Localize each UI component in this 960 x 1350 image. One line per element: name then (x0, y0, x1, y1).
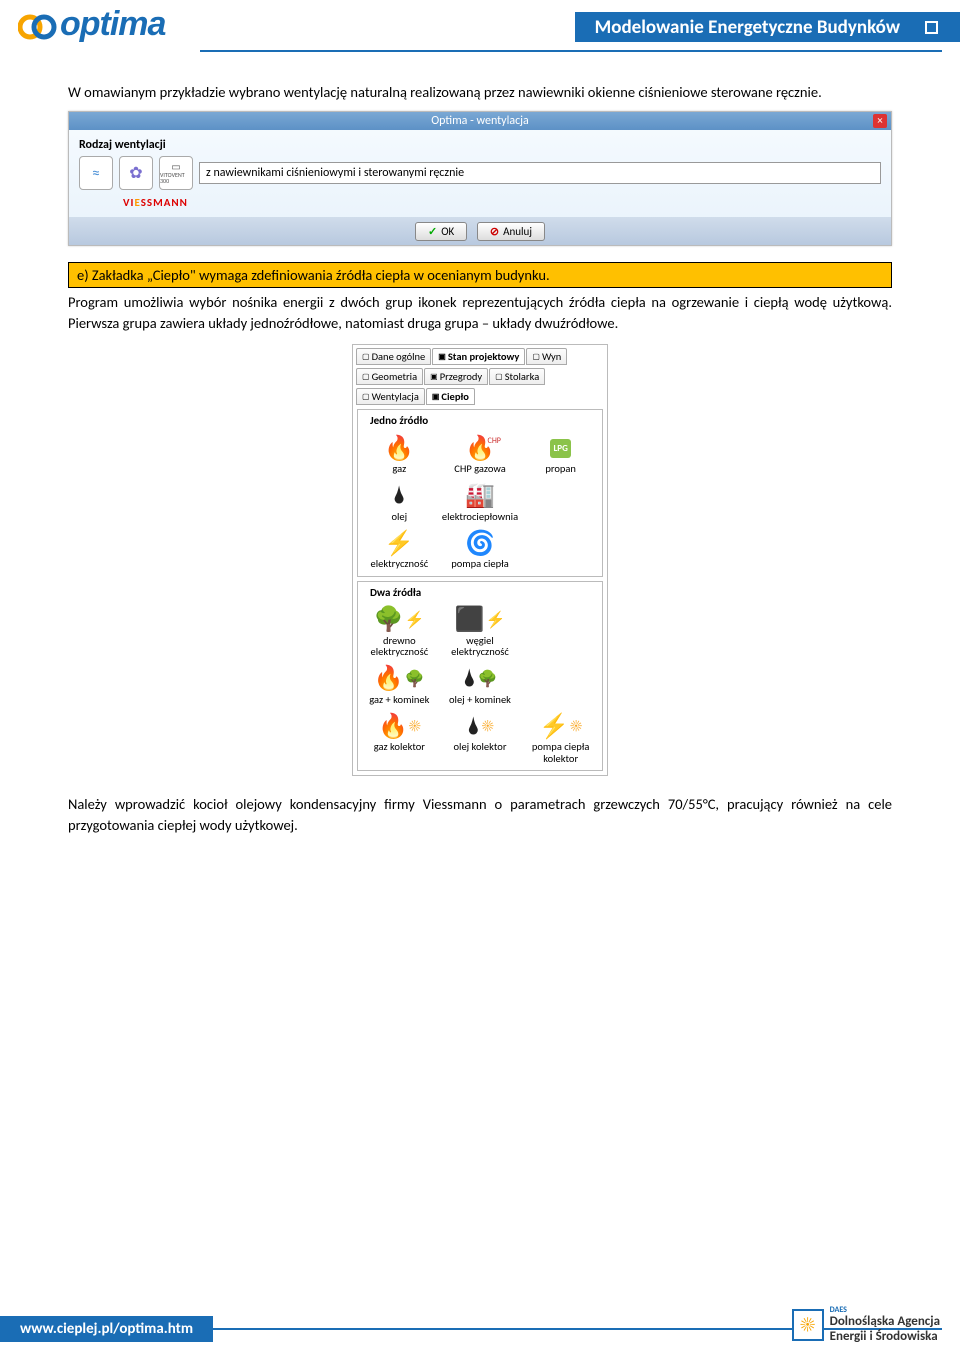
tab-stolarka[interactable]: ▢Stolarka (489, 368, 545, 385)
tab-przegrody[interactable]: ▣Przegrody (424, 368, 488, 385)
single-source-grid: 🔥gaz 🔥CHPCHP gazowa LPGpropan 🌢olej 🏭ele… (360, 431, 600, 572)
dialog-title-text: Optima - wentylacja (431, 114, 529, 128)
paragraph-1: W omawianym przykładzie wybrano wentylac… (68, 82, 892, 103)
page-footer: www.cieplej.pl/optima.htm ☀ DAES Dolnośl… (0, 1308, 960, 1350)
source-pompa-kolektor[interactable]: ⚡☀pompa ciepła kolektor (521, 709, 600, 766)
flame-icon: 🔥 (374, 664, 404, 693)
agency-sun-icon: ☀ (792, 1309, 824, 1341)
tab-geometria[interactable]: ▢Geometria (356, 368, 423, 385)
header-title: Modelowanie Energetyczne Budynków (595, 16, 900, 39)
source-gaz-kolektor[interactable]: 🔥☀gaz kolektor (360, 709, 439, 766)
optima-logo: optima (18, 5, 165, 44)
vent-option-waves-icon[interactable]: ≈ (79, 156, 113, 190)
page-content: W omawianym przykładzie wybrano wentylac… (0, 52, 960, 836)
dual-source-fieldset: Dwa źródła 🌳⚡drewno elektryczność ⬛⚡węgi… (357, 581, 603, 772)
tab-wentylacja[interactable]: ▢Wentylacja (356, 388, 425, 405)
dialog-footer: ✓OK ⊘Anuluj (69, 217, 891, 245)
paragraph-2: Program umożliwia wybór nośnika energii … (68, 292, 892, 334)
page-header: optima Modelowanie Energetyczne Budynków (0, 0, 960, 50)
logo-text: optima (60, 5, 165, 43)
paragraph-3: Należy wprowadzić kocioł olejowy kondens… (68, 794, 892, 836)
plant-icon: 🏭 (465, 481, 495, 510)
agency-line2: Energii i Środowiska (830, 1330, 940, 1344)
flame-icon: 🔥 (384, 434, 414, 463)
source-gaz-kominek[interactable]: 🔥🌳gaz + kominek (360, 662, 439, 708)
dialog-body: Rodzaj wentylacji ≈ ✿ ▭ VITOVENT 300 z n… (69, 130, 891, 217)
vitovent-label: VITOVENT 300 (160, 172, 192, 184)
ventilation-dialog: Optima - wentylacja × Rodzaj wentylacji … (68, 111, 892, 246)
sun-icon: ☀ (570, 717, 582, 736)
lpg-tank-icon: LPG (550, 439, 570, 458)
bolt-icon: ⚡ (405, 610, 425, 630)
ventilation-select[interactable]: z nawiewnikami ciśnieniowymi i sterowany… (199, 162, 881, 184)
tab-wyn[interactable]: ▢Wyn (526, 348, 567, 365)
source-elektrocieplownia[interactable]: 🏭elektrociepłownia (441, 479, 520, 525)
swirl-icon: 🌀 (465, 529, 495, 558)
bolt-icon: ⚡ (539, 712, 569, 741)
chp-flame-icon: 🔥CHP (465, 434, 495, 463)
viessmann-brand: VIESSMANN (123, 196, 881, 209)
agency-line1: Dolnośląska Agencja (830, 1315, 940, 1329)
tree-icon: 🌳 (374, 605, 404, 634)
dual-source-title: Dwa źródła (366, 586, 425, 599)
header-box-icon (925, 21, 938, 34)
tabs-row-3: ▢Wentylacja ▣Ciepło (353, 385, 607, 405)
header-title-bar: Modelowanie Energetyczne Budynków (575, 12, 960, 42)
sun-icon: ☀ (409, 717, 421, 736)
source-elektrycznosc[interactable]: ⚡elektryczność (360, 526, 439, 572)
tab-cieplo[interactable]: ▣Ciepło (426, 388, 475, 405)
oil-drop-icon: 🌢 (462, 664, 476, 693)
sun-icon: ☀ (482, 717, 494, 736)
oil-drop-icon: 🌢 (466, 712, 480, 741)
footer-agency: ☀ DAES Dolnośląska Agencja Energii i Śro… (792, 1305, 940, 1344)
source-olej-kolektor[interactable]: 🌢☀olej kolektor (441, 709, 520, 766)
bolt-icon: ⚡ (485, 610, 505, 630)
tabs-row-2: ▢Geometria ▣Przegrody ▢Stolarka (353, 365, 607, 385)
ventilation-row: ≈ ✿ ▭ VITOVENT 300 z nawiewnikami ciśnie… (79, 156, 881, 190)
coal-icon: ⬛ (455, 605, 485, 634)
footer-url: www.cieplej.pl/optima.htm (0, 1316, 213, 1342)
vent-option-vitovent-icon[interactable]: ▭ VITOVENT 300 (159, 156, 193, 190)
source-gaz[interactable]: 🔥gaz (360, 431, 439, 477)
logo-swirl-icon (18, 9, 64, 45)
single-source-fieldset: Jedno źródło 🔥gaz 🔥CHPCHP gazowa LPGprop… (357, 409, 603, 577)
source-wegiel-elec[interactable]: ⬛⚡węgiel elektryczność (441, 603, 520, 660)
dual-source-grid: 🌳⚡drewno elektryczność ⬛⚡węgiel elektryc… (360, 603, 600, 767)
source-olej-kominek[interactable]: 🌢🌳olej + kominek (441, 662, 520, 708)
cancel-button[interactable]: ⊘Anuluj (477, 222, 545, 241)
tree-icon: 🌳 (405, 669, 425, 689)
bolt-icon: ⚡ (384, 529, 414, 558)
source-propan[interactable]: LPGpropan (521, 431, 600, 477)
heat-source-panel: ▢Dane ogólne ▣Stan projektowy ▢Wyn ▢Geom… (352, 344, 608, 776)
tab-stan-projektowy[interactable]: ▣Stan projektowy (432, 348, 525, 365)
source-chp[interactable]: 🔥CHPCHP gazowa (441, 431, 520, 477)
single-source-title: Jedno źródło (366, 414, 432, 427)
vent-option-fan-icon[interactable]: ✿ (119, 156, 153, 190)
source-pompa[interactable]: 🌀pompa ciepła (441, 526, 520, 572)
source-olej[interactable]: 🌢olej (360, 479, 439, 525)
close-icon[interactable]: × (873, 114, 887, 128)
tabs-row-1: ▢Dane ogólne ▣Stan projektowy ▢Wyn (353, 345, 607, 365)
dialog-titlebar: Optima - wentylacja × (69, 112, 891, 130)
flame-icon: 🔥 (378, 712, 408, 741)
source-drewno-elec[interactable]: 🌳⚡drewno elektryczność (360, 603, 439, 660)
ok-button[interactable]: ✓OK (415, 222, 467, 241)
tab-dane-ogolne[interactable]: ▢Dane ogólne (356, 348, 431, 365)
tree-icon: 🌳 (478, 669, 498, 689)
oil-drop-icon: 🌢 (392, 481, 406, 510)
highlight-e: e) Zakładka „Ciepło" wymaga zdefiniowani… (68, 262, 892, 288)
ventilation-type-label: Rodzaj wentylacji (79, 138, 881, 152)
